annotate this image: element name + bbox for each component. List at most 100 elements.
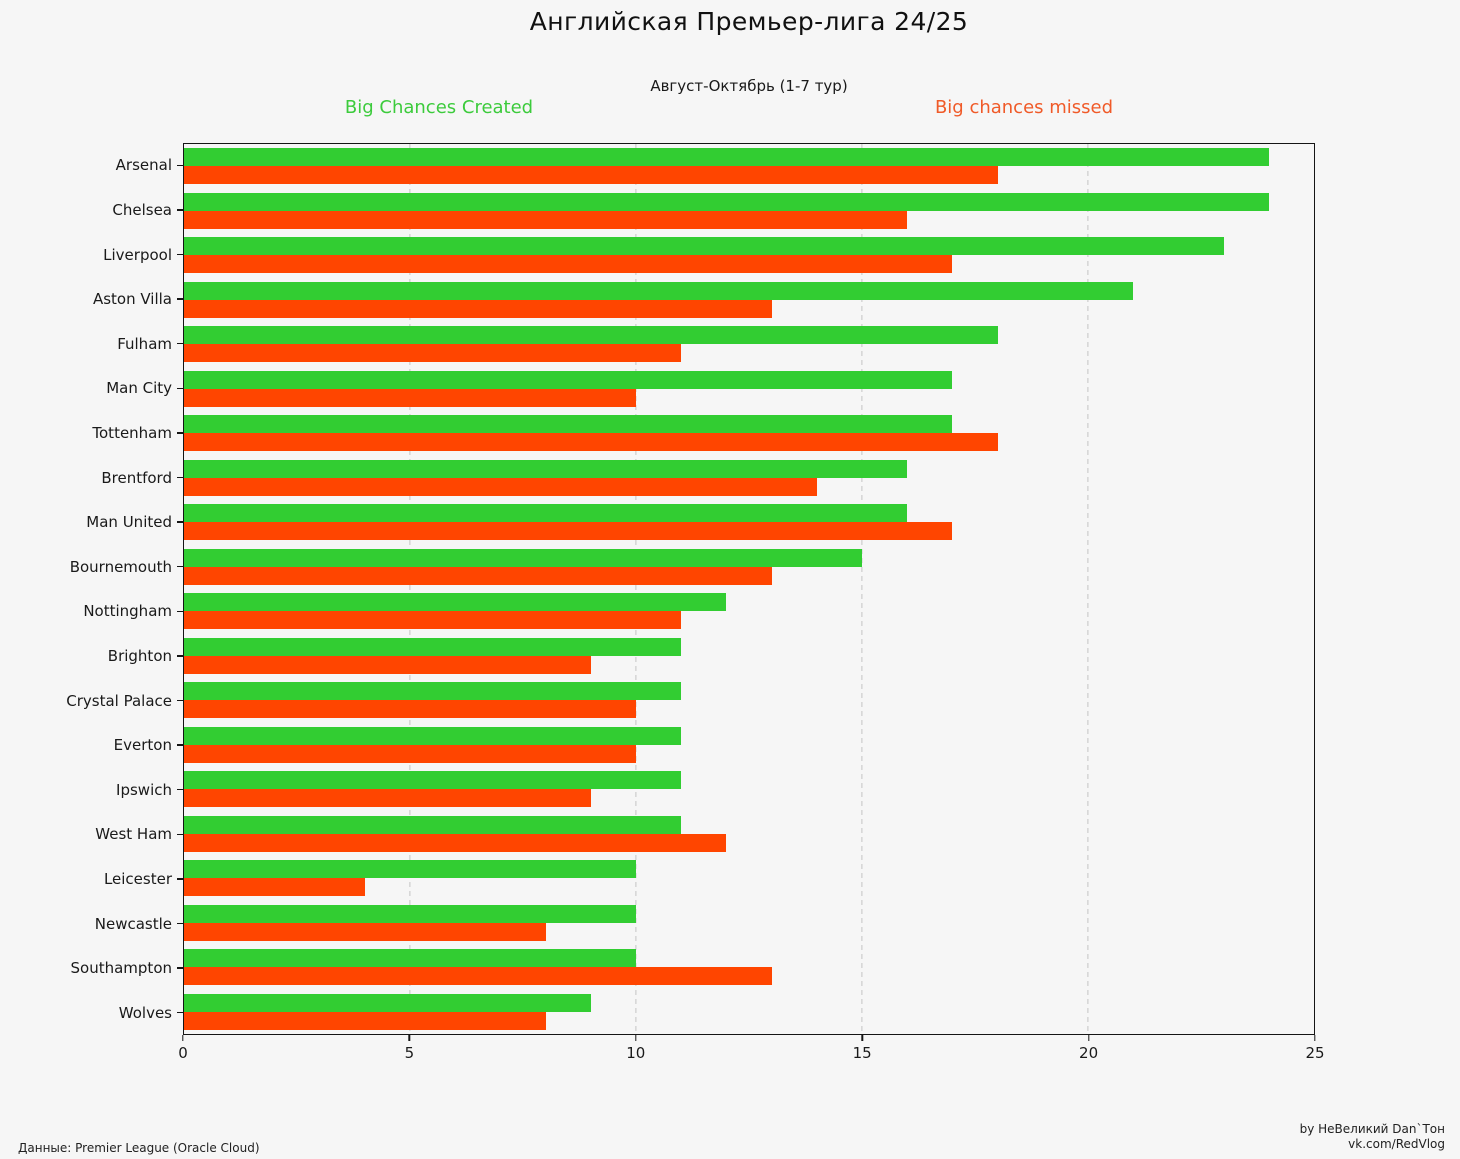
- y-axis-label: Tottenham: [92, 423, 172, 442]
- y-tick: [177, 298, 183, 300]
- x-tick: [861, 1035, 863, 1041]
- bar-missed: [184, 388, 636, 407]
- legend-created-label: Big Chances Created: [344, 97, 534, 118]
- bar-group: [184, 990, 1314, 1035]
- bar-missed: [184, 566, 772, 585]
- y-axis-label: Southampton: [70, 959, 172, 978]
- bar-missed: [184, 655, 591, 674]
- bar-missed: [184, 344, 682, 363]
- y-axis-label: Brighton: [107, 646, 172, 665]
- bar-group: [184, 634, 1314, 679]
- bar-missed: [184, 433, 998, 452]
- bar-created: [184, 548, 862, 567]
- y-tick: [177, 610, 183, 612]
- y-axis-label: Aston Villa: [92, 290, 172, 309]
- bar-missed: [184, 789, 591, 808]
- bar-missed: [184, 700, 636, 719]
- bar-group: [184, 278, 1314, 323]
- y-tick: [177, 1012, 183, 1014]
- y-tick: [177, 655, 183, 657]
- y-axis-label: Man City: [106, 379, 172, 398]
- x-tick: [635, 1035, 637, 1041]
- bar-created: [184, 237, 1224, 256]
- y-axis-label: Man United: [86, 513, 172, 532]
- x-axis: 0 5 10 15 20 25: [178, 1035, 1325, 1069]
- gridline: [635, 144, 637, 1034]
- gridline: [1087, 144, 1089, 1034]
- bar-missed: [184, 611, 682, 630]
- y-tick: [177, 789, 183, 791]
- x-axis-label: 10: [626, 1044, 646, 1062]
- bar-group: [184, 812, 1314, 857]
- bar-group: [184, 500, 1314, 545]
- y-tick: [177, 387, 183, 389]
- x-axis-label: 15: [852, 1044, 872, 1062]
- bar-group: [184, 678, 1314, 723]
- bar-created: [184, 993, 591, 1012]
- y-axis-label: Everton: [113, 736, 172, 755]
- bar-created: [184, 593, 727, 612]
- bar-missed: [184, 878, 365, 897]
- y-axis-label: West Ham: [95, 825, 172, 844]
- chart-title: Английская Премьер-лига 24/25: [529, 7, 969, 36]
- y-tick: [177, 521, 183, 523]
- x-axis-label: 25: [1305, 1044, 1325, 1062]
- y-axis: Arsenal Chelsea Liverpool Aston Villa Fulham…: [0, 143, 183, 1035]
- bar-created: [184, 949, 636, 968]
- bar-group: [184, 589, 1314, 634]
- y-tick: [177, 343, 183, 345]
- y-tick: [177, 209, 183, 211]
- bar-missed: [184, 967, 772, 986]
- bar-created: [184, 771, 682, 790]
- bar-group: [184, 945, 1314, 990]
- bar-created: [184, 860, 636, 879]
- bar-missed: [184, 255, 953, 274]
- x-axis-label: 20: [1079, 1044, 1099, 1062]
- x-tick: [408, 1035, 411, 1041]
- bar-group: [184, 456, 1314, 501]
- y-tick: [177, 967, 183, 969]
- y-tick: [177, 922, 183, 925]
- bar-created: [184, 726, 682, 745]
- y-tick: [177, 253, 183, 256]
- bar-created: [184, 370, 953, 389]
- plot-area: [183, 143, 1315, 1035]
- y-tick: [177, 476, 183, 479]
- y-axis-label: Liverpool: [103, 245, 172, 264]
- bar-missed: [184, 477, 817, 496]
- y-axis-label: Wolves: [118, 1003, 172, 1022]
- bar-group: [184, 767, 1314, 812]
- x-tick: [1087, 1035, 1090, 1041]
- bar-missed: [184, 522, 953, 541]
- bar-created: [184, 192, 1269, 211]
- bar-group: [184, 189, 1314, 234]
- x-axis-label: 0: [178, 1044, 188, 1062]
- bar-missed: [184, 210, 908, 229]
- y-axis-label: Leicester: [103, 869, 172, 888]
- bar-created: [184, 148, 1269, 167]
- x-tick: [182, 1035, 184, 1041]
- y-tick: [177, 432, 183, 434]
- y-axis-label: Crystal Palace: [66, 691, 172, 710]
- x-tick: [1314, 1035, 1316, 1041]
- y-axis-label: Arsenal: [115, 156, 172, 175]
- bar-group: [184, 322, 1314, 367]
- bar-group: [184, 367, 1314, 412]
- bar-missed: [184, 1011, 546, 1030]
- chart-subtitle: Август-Октябрь (1-7 тур): [650, 77, 848, 95]
- bar-created: [184, 281, 1134, 300]
- x-axis-label: 5: [404, 1044, 415, 1062]
- y-tick: [177, 744, 183, 746]
- y-tick: [177, 566, 183, 568]
- bar-group: [184, 144, 1314, 189]
- y-axis-label: Fulham: [117, 334, 172, 353]
- bar-created: [184, 459, 908, 478]
- bar-group: [184, 856, 1314, 901]
- bar-missed: [184, 744, 636, 763]
- bar-group: [184, 233, 1314, 278]
- y-axis-label: Ipswich: [116, 780, 172, 799]
- author-credit-line: by НеВеликий Dan`Тон: [1299, 1122, 1445, 1136]
- y-tick: [177, 833, 183, 835]
- gridline: [409, 144, 411, 1034]
